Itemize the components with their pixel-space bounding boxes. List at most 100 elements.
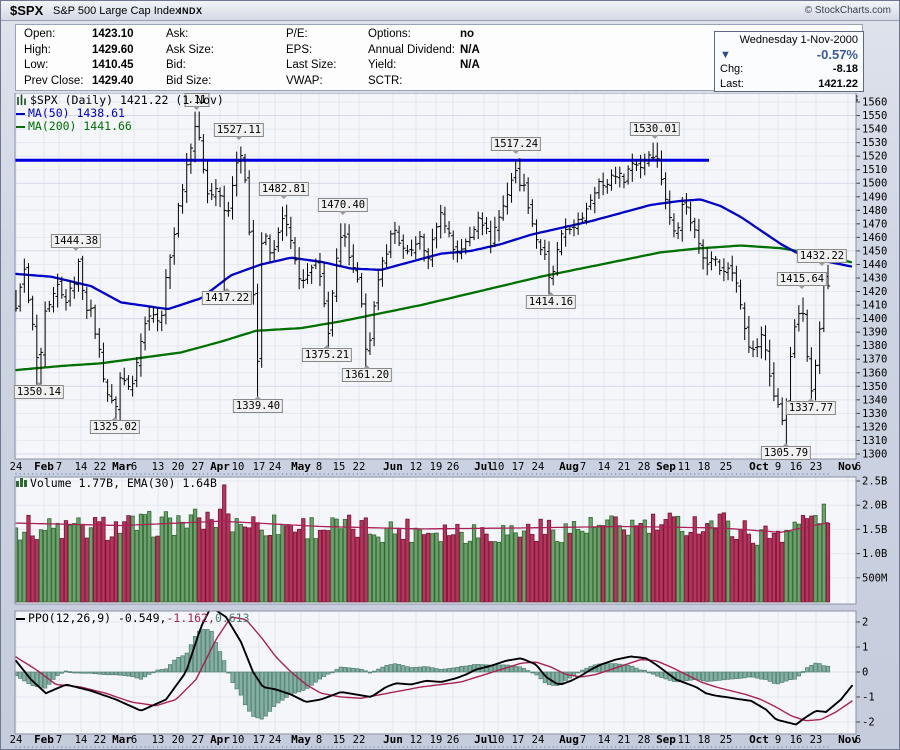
quote-label: Annual Dividend: [368,43,455,56]
exchange-tag: INDX [179,6,203,16]
date-axis-label: 19 [430,734,443,746]
volume-axis-label: 2.0B [862,500,887,512]
date-axis-label: 16 [790,461,803,473]
quote-column-prices: Open: 1423.10 High: 1429.60 Low: 1410.45 Prev … [24,28,134,90]
quote-value: no [460,28,475,40]
date-axis-label: 10 [492,734,505,746]
quote-row: Bid: [166,59,214,75]
date-axis-label: 8 [316,461,322,473]
price-legend: $SPX (Daily) 1421.22 (1 Nov) MA(50) 1438… [16,94,224,133]
date-axis-label: 11 [678,734,691,746]
date-axis-label: 28 [638,734,651,746]
price-axis-label: 1520 [862,151,887,163]
date-axis-label: 12 [410,734,423,746]
quote-value: 1429.60 [92,43,134,56]
price-callout: 1517.24 [490,137,542,154]
symbol: $SPX [10,3,44,18]
date-axis-label: Feb [34,460,54,473]
quote-label: P/E: [286,28,308,40]
price-callout: 1470.40 [317,198,369,215]
date-axis-label: Oct [749,460,769,473]
date-axis-label: 24 [10,461,23,473]
ppo-axis-label: 1 [862,642,868,654]
price-callout: 1432.22 [796,249,848,266]
date-axis-label: 9 [775,461,781,473]
price-callout: 1414.16 [525,292,577,309]
date-axis-label: Nov [838,460,858,473]
ppo-legend-segment: 0.613 [214,611,250,625]
quote-header: Open: 1423.10 High: 1429.60 Low: 1410.45 Prev … [1,21,899,105]
percent-change: -0.57% [816,47,858,63]
date-axis-label: 22 [94,461,107,473]
date-axis-label: 25 [720,461,733,473]
date-axis-label: 27 [192,734,205,746]
quote-row: High: 1429.60 [24,44,134,60]
price-axis-label: 1510 [862,164,887,176]
volume-axis-label: 1.5B [862,524,887,536]
date-axis-label: 6 [855,461,861,473]
date-axis-label: 12 [410,461,423,473]
ppo-axis-label: 0 [862,667,868,679]
date-axis-label: 7 [580,734,586,746]
date-axis-label: 22 [353,461,366,473]
date-axis-label: 24 [532,734,545,746]
price-axis-label: 1390 [862,327,887,339]
date-axis-label: Jul [474,460,494,473]
date-axis-label: 28 [638,461,651,473]
date-axis-label: Sep [656,460,676,473]
quote-row: Ask Size: [166,44,214,60]
title-bar: $SPX S&P 500 Large Cap Index INDX © Stoc… [1,1,899,21]
date-axis-label: Apr [210,460,230,473]
price-axis-label: 1400 [862,313,887,325]
date-axis-label: 11 [678,461,691,473]
volume-axis-label: 1.0B [862,548,887,560]
date-axis-label: 20 [172,461,185,473]
price-callout: 1444.38 [50,234,102,251]
date-axis-label: 21 [618,461,631,473]
date-axis-label: 14 [598,734,611,746]
date-axis-label: Aug [559,733,579,746]
ppo-legend: PPO(12,26,9) -0.549, -1.162, 0.613 [16,612,250,625]
quote-row: Open: 1423.10 [24,28,134,44]
date-axis-label: 21 [618,734,631,746]
quote-row: Low: 1410.45 [24,59,134,75]
quote-value: 1423.10 [92,28,134,40]
date-axis-label: Nov [838,733,858,746]
ppo-axis-label: -1 [862,692,875,704]
price-axis-label: 1370 [862,354,887,366]
date-axis-label: 15 [333,461,346,473]
date-axis-label: 9 [775,734,781,746]
date-axis-label: 17 [253,734,266,746]
price-callout: 1337.77 [785,398,837,415]
price-callout: 1417.22 [201,288,253,305]
date-axis-label: May [291,460,311,473]
date-axis-label: 18 [698,734,711,746]
quote-panel: Open: 1423.10 High: 1429.60 Low: 1410.45 Prev … [15,24,864,105]
quote-label: Options: [368,28,411,40]
price-axis-label: 1560 [862,97,887,109]
date-axis-label: 17 [512,461,525,473]
date-axis-label: 15 [333,734,346,746]
date-axis-label: Oct [749,733,769,746]
quote-value: N/A [460,59,480,71]
price-axis-label: 1450 [862,245,887,257]
quote-row: VWAP: [286,75,337,91]
quote-column-bid-ask: Ask: Ask Size: Bid: Bid Size: [166,28,214,90]
date-axis-label: 24 [269,461,282,473]
date-axis-label: 8 [316,734,322,746]
quote-label: VWAP: [286,74,323,87]
price-callout: 1527.11 [213,123,265,140]
date-axis-label: 7 [56,734,62,746]
date-axis-label: 17 [253,461,266,473]
quote-value: N/A [460,43,480,56]
date-axis-label: 20 [172,734,185,746]
date-axis-label: Sep [656,733,676,746]
date-axis-label: May [291,733,311,746]
ma200-swatch [16,125,25,128]
date-axis-label: 24 [532,461,545,473]
date-axis-label: 23 [810,734,823,746]
date-axis-label: Aug [559,460,579,473]
quote-row: EPS: [286,44,337,60]
date-axis-label: Jun [383,733,403,746]
date-axis-label: 24 [10,734,23,746]
